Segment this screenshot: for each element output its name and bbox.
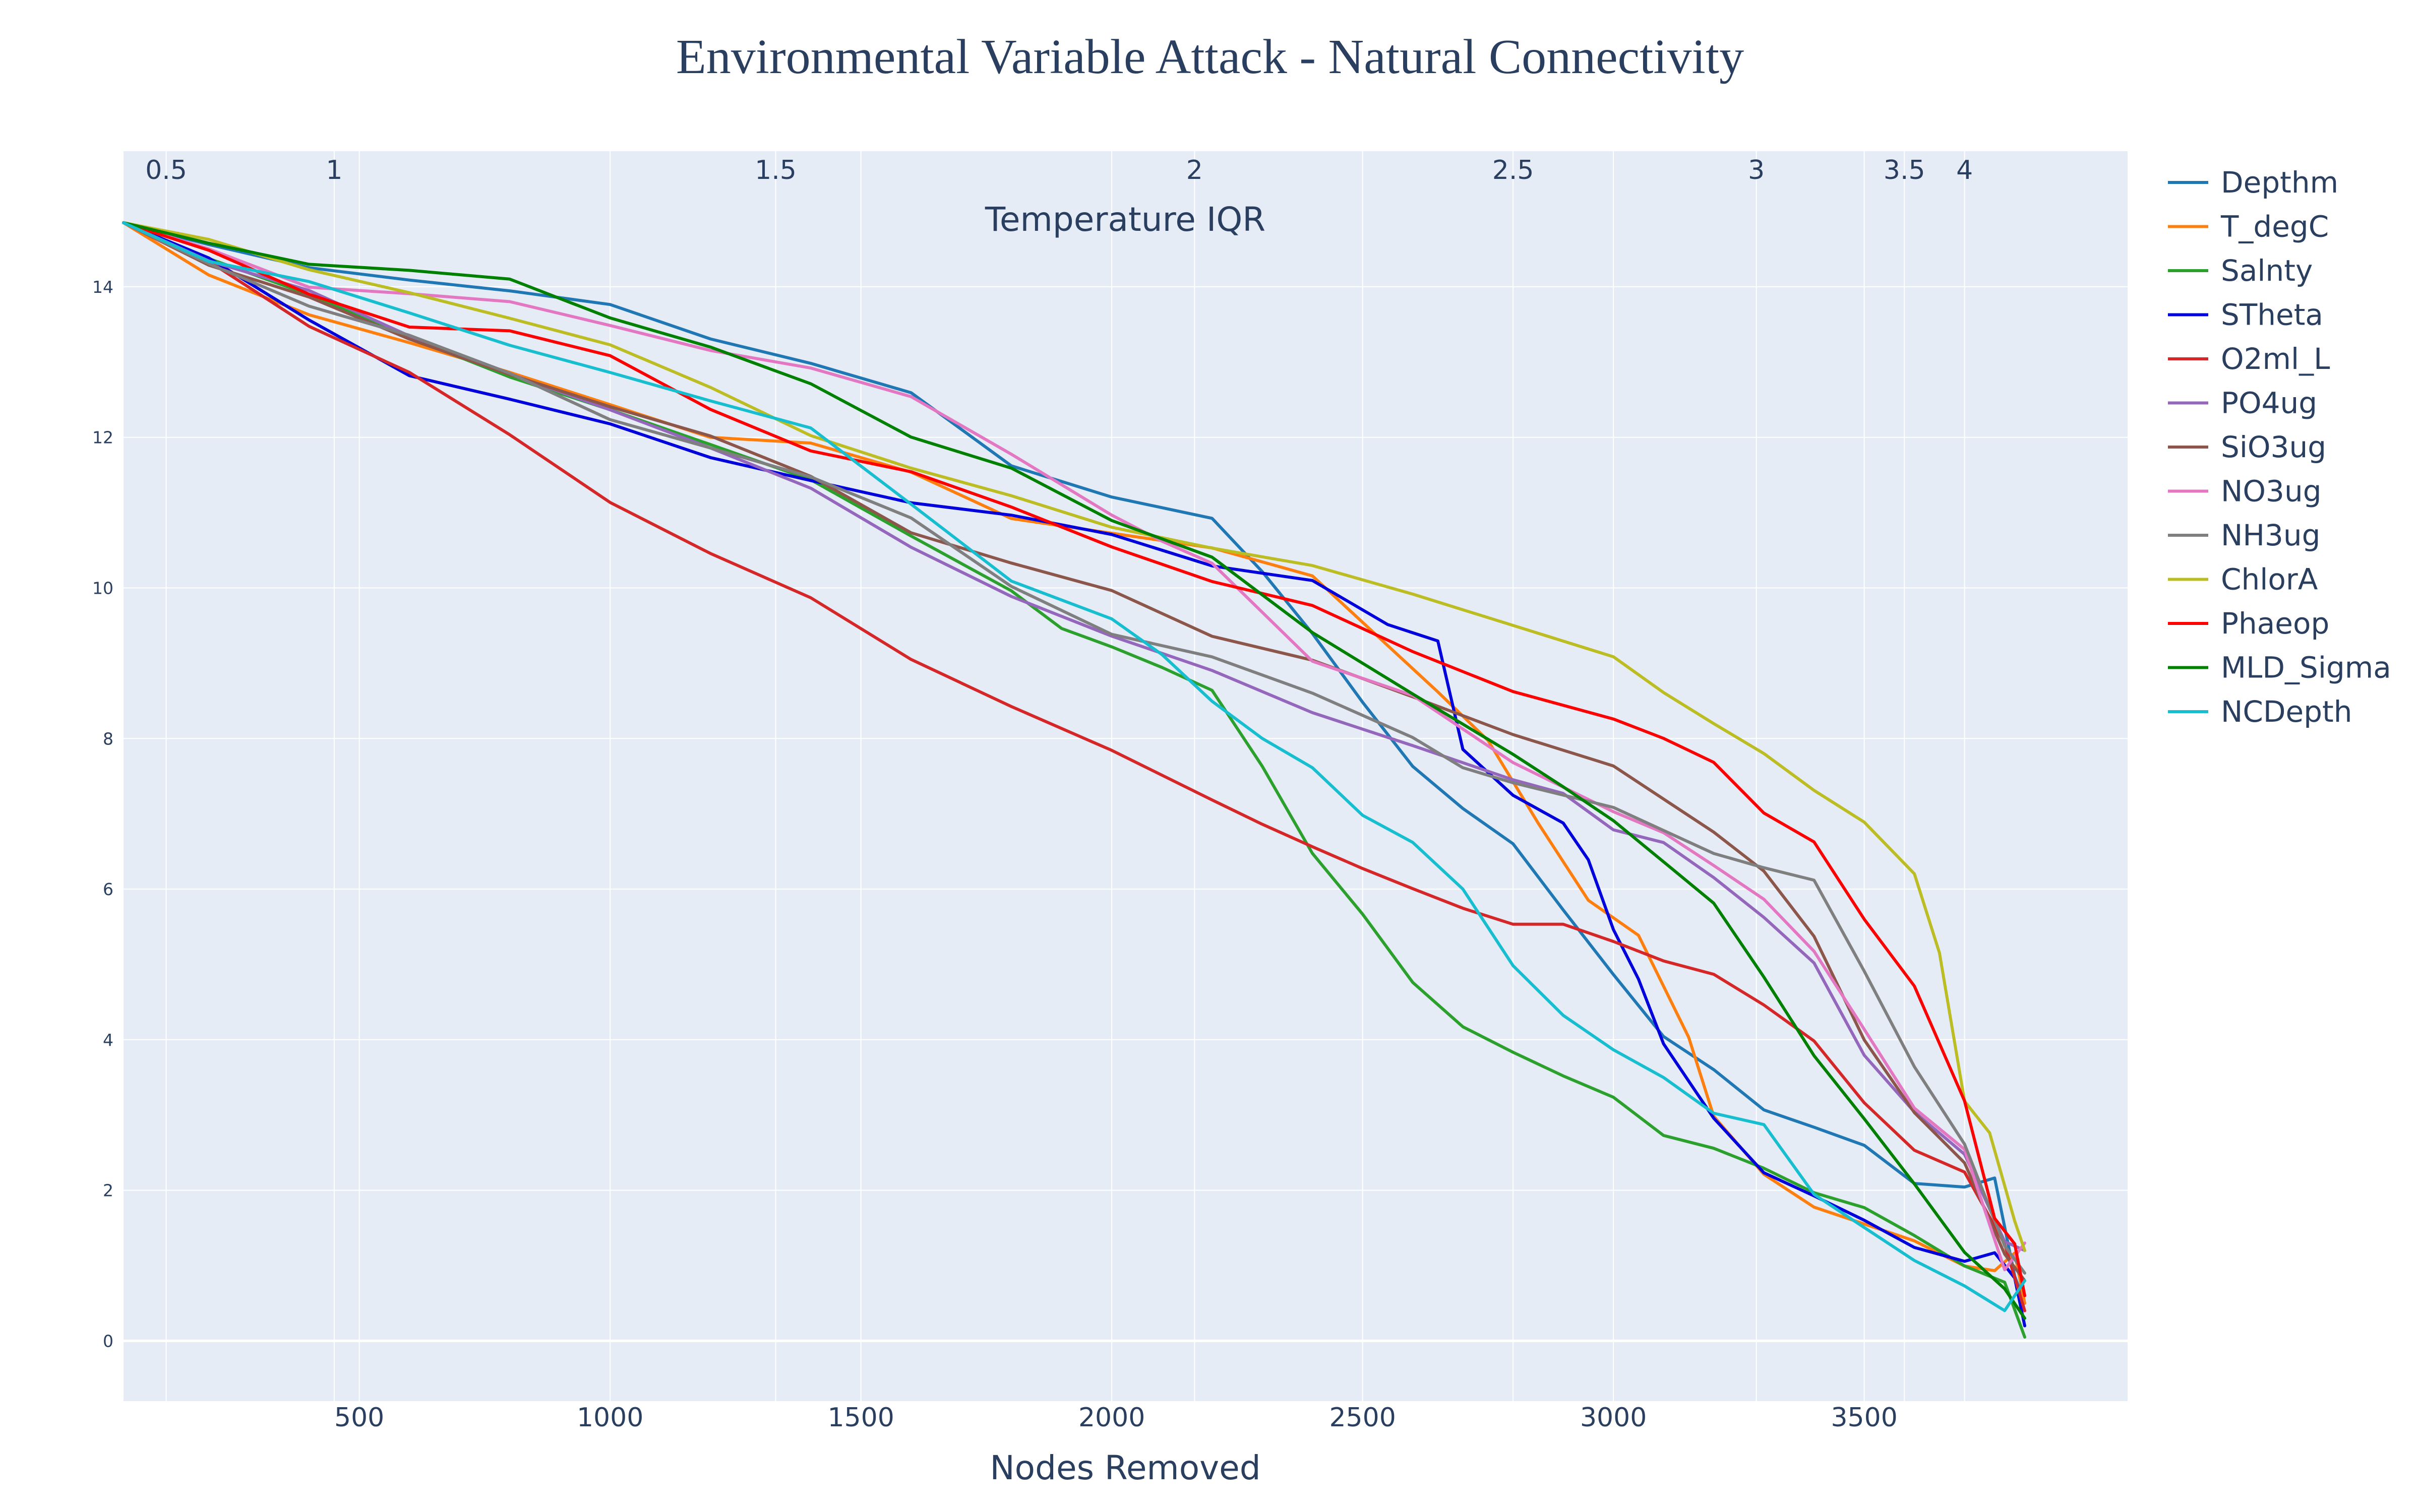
tick-labels: 500 1000 1500 2000 2500 3000 3500 0.5 1 1.5 2 2.5 3 3…	[92, 155, 1973, 1433]
x-tick-label: 2500	[1329, 1403, 1396, 1433]
series-lines	[122, 221, 2026, 1339]
series-line-chlora	[122, 221, 2026, 1252]
legend-item[interactable]: ChlorA	[2168, 562, 2318, 597]
x2-tick-label: 3	[1748, 155, 1765, 185]
series-line-ncdepth	[122, 221, 2026, 1312]
legend-label: Salnty	[2221, 254, 2313, 288]
legend-item[interactable]: Depthm	[2168, 165, 2338, 200]
x2-tick-label: 1.5	[755, 155, 797, 185]
legend-label: NH3ug	[2221, 518, 2320, 552]
legend-label: O2ml_L	[2221, 342, 2330, 376]
legend[interactable]: Depthm T_degC Salnty STheta O2ml_L PO4ug SiO3u…	[2168, 165, 2391, 729]
legend-item[interactable]: NCDepth	[2168, 695, 2352, 729]
x2-tick-label: 0.5	[145, 155, 187, 185]
x-tick-label: 2000	[1078, 1403, 1145, 1433]
x2-tick-label: 2	[1186, 155, 1203, 185]
x2-tick-label: 3.5	[1884, 155, 1925, 185]
legend-item[interactable]: O2ml_L	[2168, 342, 2330, 376]
x-tick-label: 1500	[827, 1403, 894, 1433]
x-tick-label: 3000	[1580, 1403, 1647, 1433]
legend-label: MLD_Sigma	[2221, 651, 2391, 685]
y-tick-label: 14	[92, 277, 113, 297]
series-line-mld-sigma	[122, 221, 2026, 1320]
legend-item[interactable]: Phaeop	[2168, 606, 2329, 641]
legend-item[interactable]: Salnty	[2168, 254, 2313, 288]
y-tick-label: 10	[92, 579, 113, 598]
legend-label: PO4ug	[2221, 386, 2317, 420]
series-line-depthm	[122, 221, 2026, 1305]
legend-label: Phaeop	[2221, 606, 2329, 641]
x-tick-label: 1000	[577, 1403, 643, 1433]
legend-item[interactable]: MLD_Sigma	[2168, 651, 2391, 685]
legend-item[interactable]: NH3ug	[2168, 518, 2320, 552]
legend-item[interactable]: NO3ug	[2168, 474, 2322, 509]
y-tick-label: 2	[103, 1181, 113, 1201]
legend-label: Depthm	[2221, 165, 2338, 200]
y-tick-label: 8	[103, 729, 113, 748]
legend-label: ChlorA	[2221, 562, 2318, 597]
legend-item[interactable]: T_degC	[2168, 210, 2329, 244]
legend-label: T_degC	[2220, 210, 2329, 244]
plot-area	[124, 151, 2128, 1401]
x-tick-label: 500	[334, 1403, 384, 1433]
series-line-o2ml-l	[122, 221, 2026, 1312]
series-line-stheta	[122, 221, 2026, 1328]
x2-tick-label: 4	[1956, 155, 1973, 185]
legend-label: NO3ug	[2221, 474, 2322, 509]
x2-tick-label: 1	[326, 155, 342, 185]
series-line-phaeop	[122, 221, 2026, 1297]
y-tick-label: 0	[103, 1331, 113, 1351]
legend-item[interactable]: STheta	[2168, 298, 2323, 332]
y-tick-label: 6	[103, 879, 113, 899]
x2-tick-label: 2.5	[1492, 155, 1534, 185]
x-tick-label: 3500	[1831, 1403, 1897, 1433]
legend-item[interactable]: PO4ug	[2168, 386, 2317, 420]
legend-label: STheta	[2221, 298, 2323, 332]
legend-label: NCDepth	[2221, 695, 2352, 729]
series-line-nh3ug	[122, 221, 2026, 1275]
legend-label: SiO3ug	[2221, 430, 2326, 464]
legend-item[interactable]: SiO3ug	[2168, 430, 2326, 464]
y-tick-label: 12	[92, 428, 113, 448]
x2-axis-title: Temperature IQR	[985, 200, 1265, 239]
series-line-no3ug	[122, 221, 2026, 1272]
x-axis-title: Nodes Removed	[990, 1448, 1260, 1487]
chart-title: Environmental Variable Attack - Natural …	[676, 30, 1744, 84]
gridlines	[124, 151, 2128, 1401]
y-tick-label: 4	[103, 1030, 113, 1050]
